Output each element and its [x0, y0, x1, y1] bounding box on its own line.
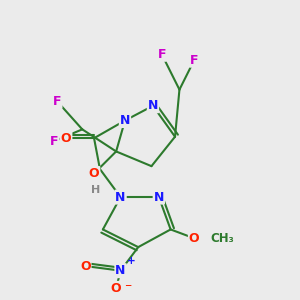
Text: F: F — [50, 135, 58, 148]
Text: F: F — [158, 48, 166, 61]
Text: CH₃: CH₃ — [210, 232, 234, 245]
Text: F: F — [53, 95, 61, 108]
Text: N: N — [120, 114, 130, 127]
Text: N: N — [116, 264, 126, 277]
Text: F: F — [190, 54, 198, 67]
Text: O: O — [80, 260, 91, 273]
Text: H: H — [91, 185, 100, 195]
Text: O: O — [111, 282, 122, 295]
Text: N: N — [148, 99, 158, 112]
Text: N: N — [154, 190, 164, 204]
Text: +: + — [127, 256, 135, 266]
Text: O: O — [61, 132, 71, 145]
Text: O: O — [89, 167, 99, 180]
Text: N: N — [116, 190, 126, 204]
Text: ⁻: ⁻ — [124, 281, 132, 295]
Text: O: O — [189, 232, 200, 245]
